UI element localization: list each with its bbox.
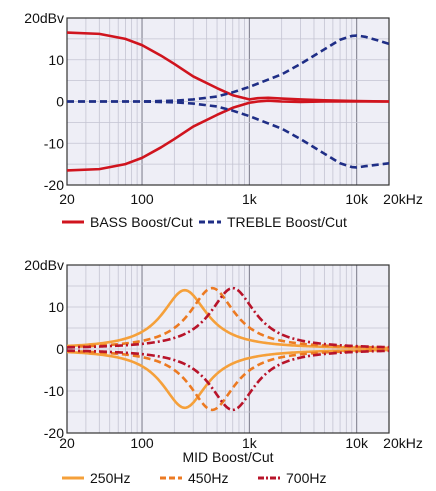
x-tick-label: 1k (242, 191, 258, 207)
legend-label: 250Hz (90, 470, 130, 486)
series-line-treble-boost-cut (67, 34, 389, 103)
x-tick-label: 10k (345, 435, 369, 451)
series-group (67, 286, 389, 412)
x-tick-label: 10k (345, 191, 369, 207)
x-tick-label: 1k (242, 435, 258, 451)
x-tick-label: 100 (130, 435, 154, 451)
legend-label: 450Hz (188, 470, 228, 486)
y-tick-label: -10 (44, 135, 64, 151)
series-group (67, 31, 389, 172)
y-tick-label: 20dBv (24, 10, 64, 26)
y-tick-label: 10 (48, 52, 64, 68)
series-line-bass-boost-cut (67, 31, 389, 103)
x-tick-label: 20 (59, 435, 75, 451)
x-tick-label: 20kHz (383, 435, 423, 451)
x-tick-label: 20kHz (383, 191, 423, 207)
y-tick-label: -10 (44, 383, 64, 399)
y-tick-label: -20 (44, 425, 64, 441)
plot-frame (66, 264, 390, 434)
legend-label: BASS Boost/Cut (90, 214, 193, 230)
y-tick-label: 0 (56, 94, 64, 110)
legend-label: TREBLE Boost/Cut (227, 214, 347, 230)
x-tick-label: 20 (59, 191, 75, 207)
series-line-bass-boost-cut (67, 99, 389, 172)
x-tick-label: 100 (130, 191, 154, 207)
y-tick-label: 0 (56, 341, 64, 357)
series-line-700hz (67, 286, 389, 349)
legend-label: 700Hz (286, 470, 326, 486)
y-tick-label: -20 (44, 177, 64, 193)
series-line-treble-boost-cut (67, 100, 389, 169)
x-axis-label: MID Boost/Cut (182, 449, 273, 465)
y-tick-label: 10 (48, 299, 64, 315)
y-tick-label: 20dBv (24, 257, 64, 273)
series-line-700hz (67, 349, 389, 412)
